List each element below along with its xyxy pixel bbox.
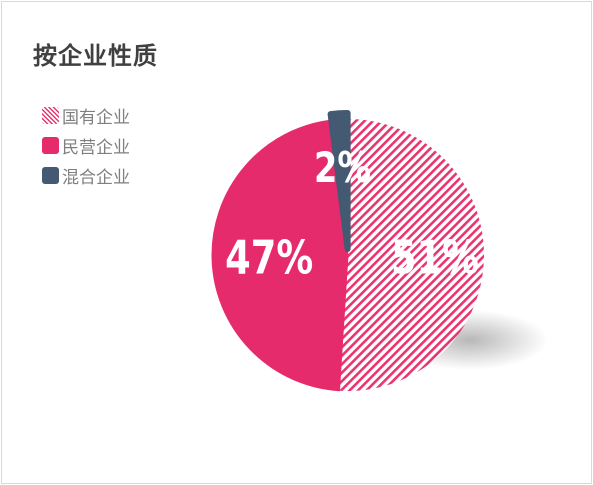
legend-label-mixed: 混合企业 (62, 167, 130, 188)
legend-swatch-state-owned (42, 106, 59, 124)
legend-swatch-private (42, 136, 59, 154)
slice-label-mixed: 2% (314, 143, 371, 192)
legend-item-state-owned: 国有企业 (42, 100, 130, 130)
legend-swatch-mixed (42, 166, 59, 184)
pie-slice-state-owned (339, 119, 485, 392)
legend-item-private: 民营企业 (42, 130, 130, 160)
pie-slice-mixed (327, 110, 351, 253)
chart-legend: 国有企业 民营企业 混合企业 (42, 100, 130, 190)
slice-label-private: 47% (225, 230, 313, 284)
slice-label-state-owned: 51% (391, 231, 479, 285)
chart-title: 按企业性质 (33, 42, 158, 70)
legend-label-state-owned: 国有企业 (62, 107, 130, 128)
legend-label-private: 民营企业 (62, 137, 130, 158)
pie-slice-private (211, 119, 349, 392)
legend-item-mixed: 混合企业 (42, 160, 130, 190)
